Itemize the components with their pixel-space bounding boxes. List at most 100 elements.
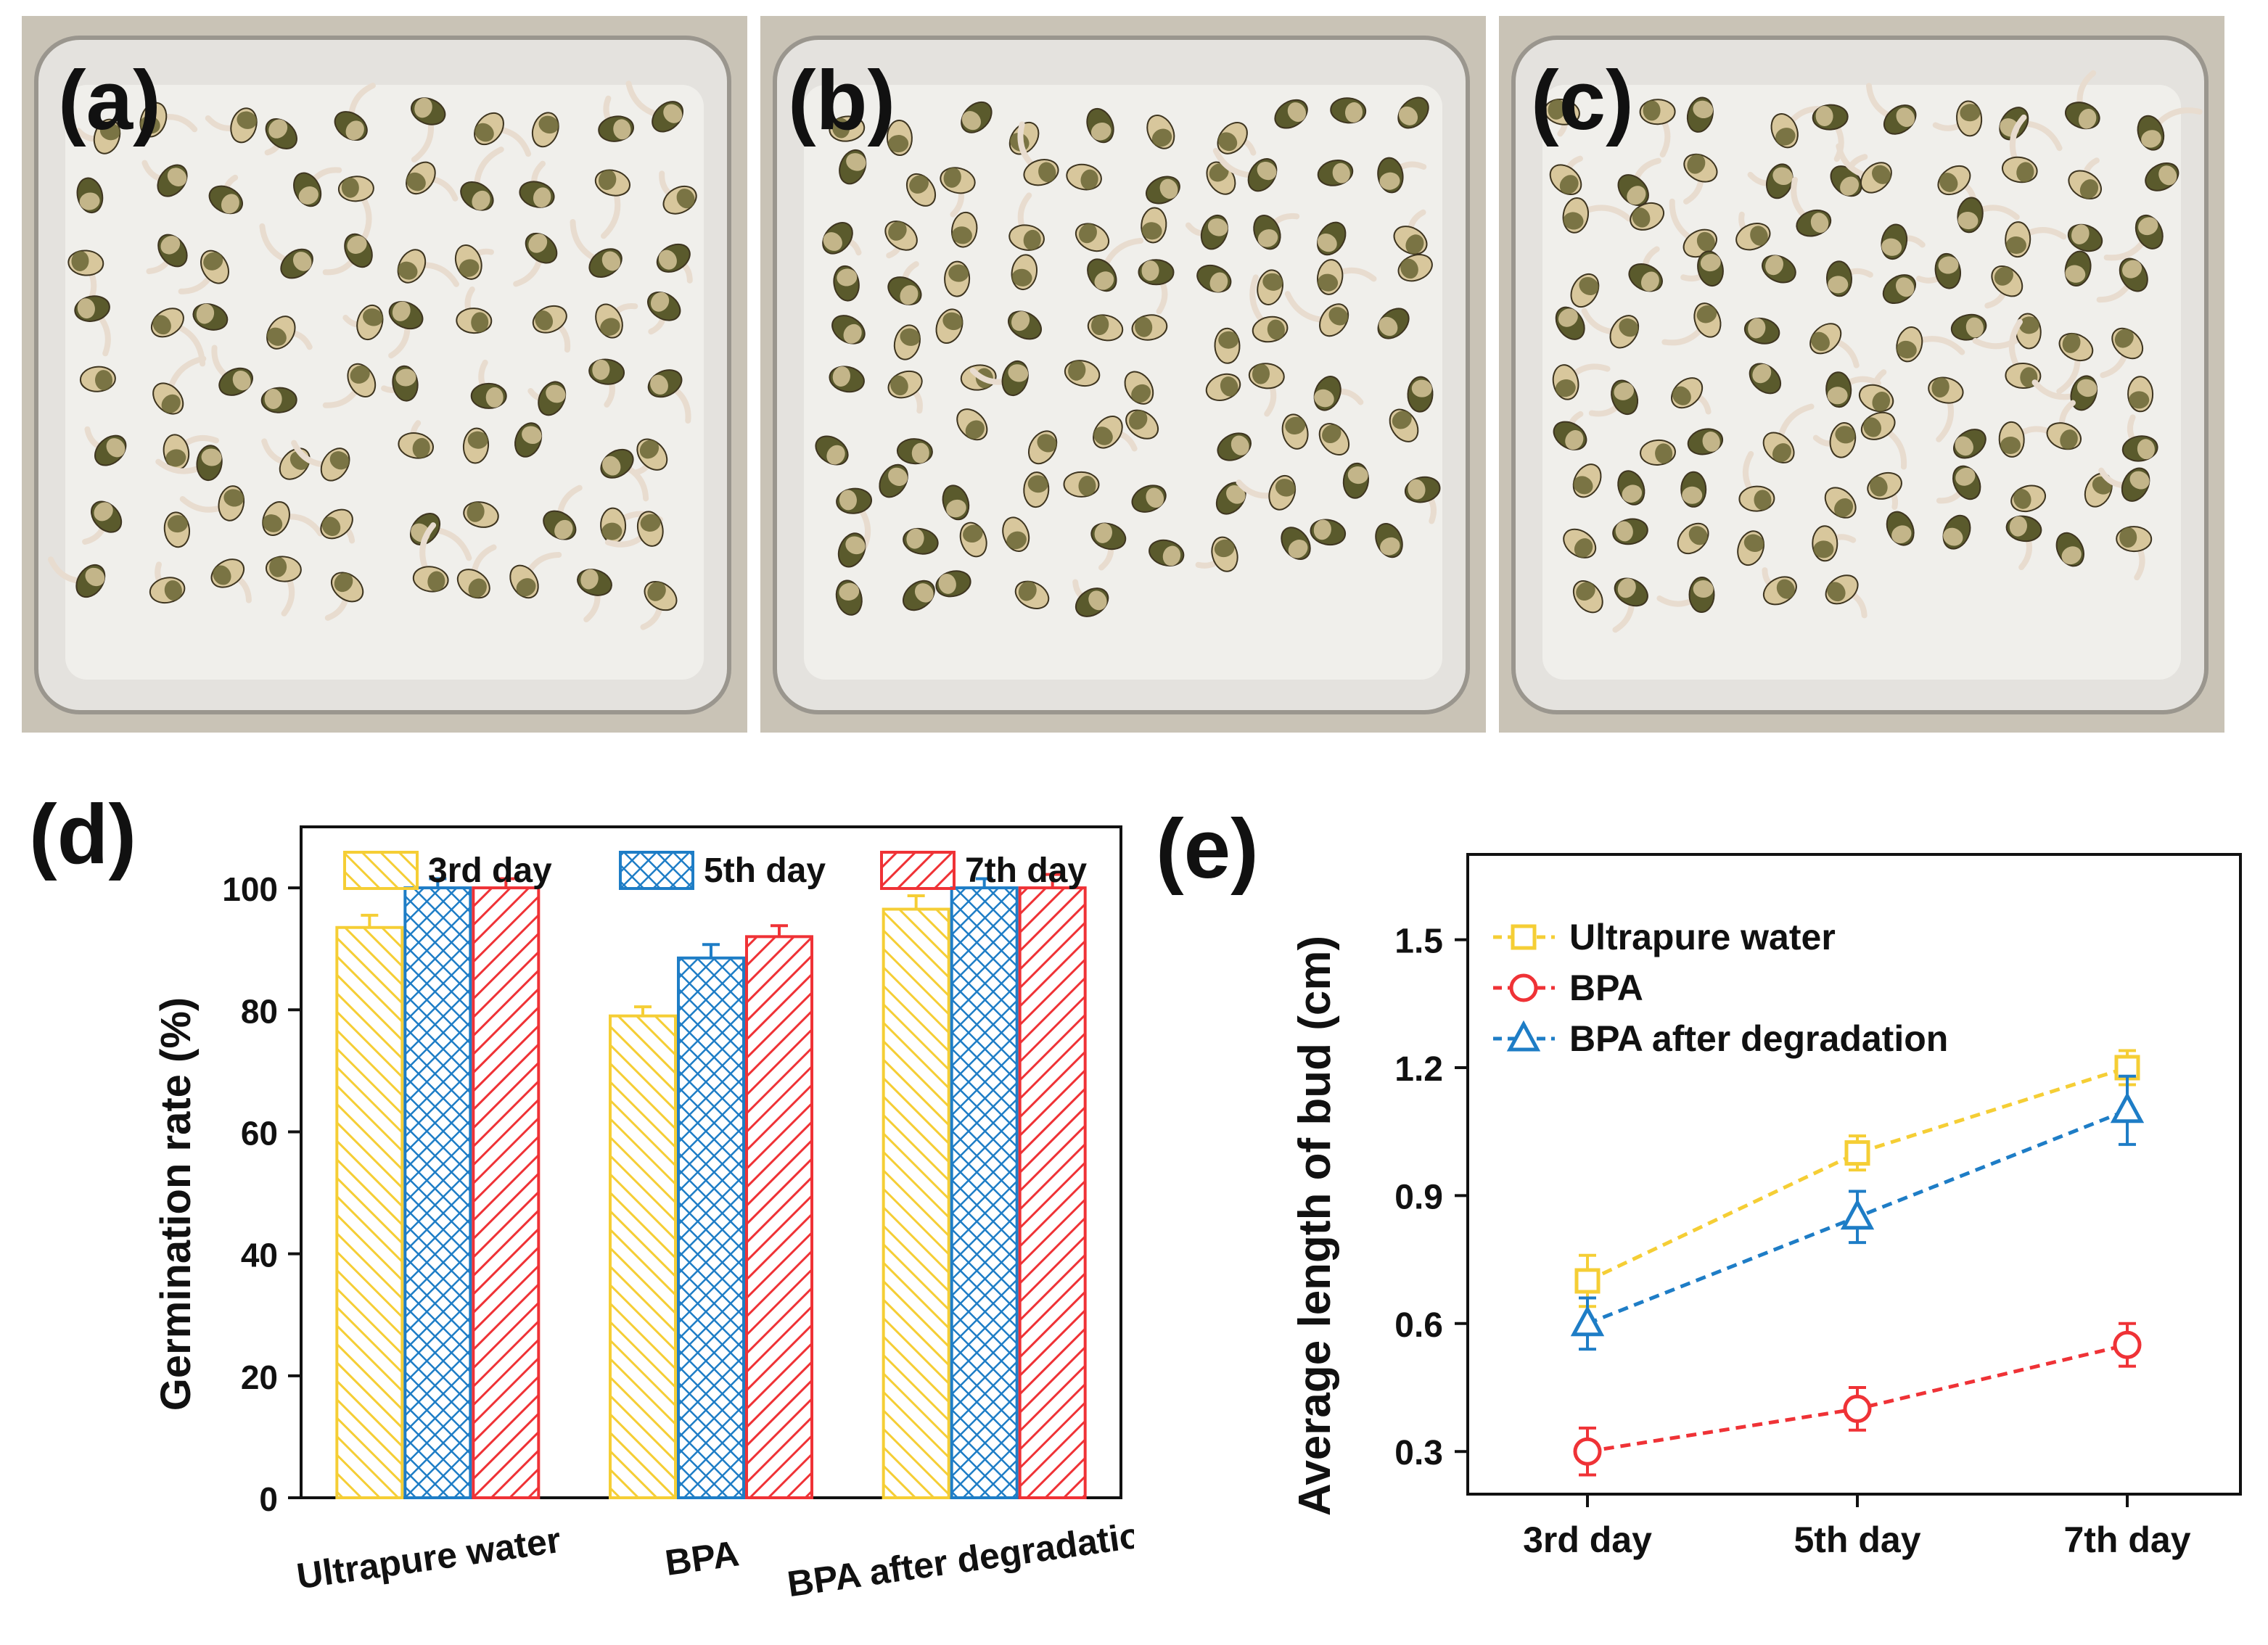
seed-coat: [1574, 538, 1593, 558]
seed-coat: [1011, 268, 1032, 286]
seed-coat: [1318, 273, 1339, 292]
seed: [1630, 202, 1665, 231]
seed: [1284, 291, 1349, 337]
data-point: [1573, 1437, 1602, 1466]
seed: [1572, 463, 1602, 498]
seed-coat: [914, 583, 934, 603]
seed: [886, 120, 913, 156]
seed: [1397, 254, 1433, 282]
seed: [1215, 482, 1246, 515]
bar: [472, 886, 541, 1500]
seed-coat: [522, 426, 542, 445]
photo-panel-a: [22, 16, 747, 733]
seed: [1087, 314, 1124, 342]
seed-coat: [647, 581, 666, 601]
seed: [2068, 157, 2102, 199]
seed: [833, 265, 860, 302]
seed: [456, 286, 493, 334]
seed: [1317, 259, 1377, 295]
seed-coat: [546, 384, 566, 403]
seed-coat: [1285, 416, 1306, 434]
data-point: [1570, 1305, 1605, 1337]
seed-coat: [1965, 317, 1984, 338]
seed: [961, 101, 993, 133]
seed-coat: [165, 449, 186, 467]
seed: [1680, 250, 1724, 287]
seed-coat: [906, 528, 924, 549]
bar: [609, 1014, 677, 1499]
bar: [745, 935, 813, 1499]
series-line: [1586, 1065, 2128, 1283]
seed: [1236, 474, 1297, 511]
seed-coat: [1693, 580, 1714, 598]
seed: [474, 112, 532, 157]
seed-coat: [298, 186, 319, 205]
seed-coat: [164, 580, 182, 601]
seed-coat: [99, 122, 120, 141]
seed: [1612, 518, 1648, 545]
seed: [320, 508, 356, 544]
seed: [1125, 409, 1159, 440]
seed-coat: [1151, 128, 1172, 147]
seed-coat: [888, 467, 908, 486]
seed: [1064, 360, 1101, 387]
seed-coat: [79, 192, 100, 210]
seed-coat: [1643, 100, 1661, 121]
seed: [1865, 83, 1917, 135]
seed: [76, 177, 104, 214]
seed: [1825, 574, 1868, 619]
seed: [210, 558, 252, 603]
seed: [460, 147, 504, 211]
seed: [48, 556, 106, 598]
seed: [1572, 580, 1603, 614]
seed: [2001, 114, 2038, 184]
seed: [1984, 265, 2023, 309]
seed-coat: [1262, 273, 1283, 291]
seed-coat: [1078, 476, 1096, 497]
seed-coat: [201, 448, 222, 466]
seed: [905, 173, 937, 207]
seed-coat: [1159, 178, 1178, 199]
seed-coat: [152, 315, 171, 335]
seed-coat: [965, 420, 985, 440]
seed: [2098, 467, 2150, 502]
seed: [2055, 532, 2084, 567]
seed-coat: [1897, 340, 1917, 359]
seed: [1212, 147, 1278, 192]
legend-label: BPA after degradation: [1569, 1018, 1948, 1059]
seed: [1858, 369, 1894, 413]
seed-coat: [485, 387, 504, 408]
seed-coat: [1162, 545, 1181, 566]
seed-coat: [533, 187, 551, 208]
seed-coat: [1380, 537, 1400, 556]
seed: [1812, 422, 1857, 458]
seed: [543, 485, 583, 540]
seed: [944, 260, 971, 297]
seed-coat: [1772, 443, 1791, 463]
seed-coat: [1257, 161, 1277, 181]
data-point: [1840, 1198, 1875, 1230]
seed: [1738, 450, 1775, 512]
seed-coat: [1619, 318, 1639, 337]
seed-coat: [1313, 519, 1331, 540]
seed: [1825, 371, 1881, 408]
seed-coat: [1379, 172, 1400, 190]
seed: [82, 500, 123, 545]
seed-coat: [1672, 386, 1691, 405]
seed: [1737, 530, 1764, 566]
x-tick-label: 5th day: [1794, 1520, 1920, 1560]
seed: [334, 83, 376, 141]
seed-coat: [1392, 411, 1412, 429]
seed-coat: [2138, 217, 2158, 236]
seed: [884, 220, 918, 259]
seed: [324, 572, 364, 621]
seed-coat: [516, 578, 536, 597]
seed: [2067, 223, 2103, 252]
seed-coat: [1957, 212, 1979, 230]
seed: [1791, 176, 1832, 237]
seed: [1253, 213, 1300, 250]
seed-coat: [1693, 100, 1714, 119]
seed-coat: [363, 308, 383, 326]
seed: [1552, 363, 1611, 400]
seed-coat: [467, 431, 488, 449]
